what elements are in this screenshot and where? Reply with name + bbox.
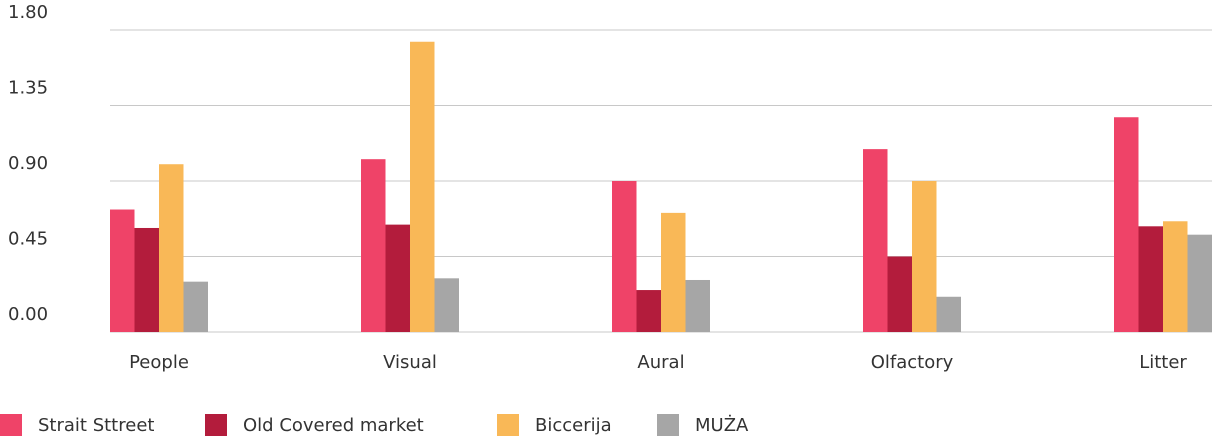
x-tick-label: Visual — [383, 352, 437, 373]
y-tick-label: 1.80 — [8, 2, 48, 23]
bar — [134, 227, 159, 332]
bar — [1163, 221, 1188, 332]
bar — [685, 279, 710, 332]
legend-swatch — [497, 414, 519, 436]
x-tick-label: Aural — [637, 352, 684, 373]
bar — [612, 181, 637, 332]
bar — [1187, 234, 1212, 332]
bar — [1138, 226, 1163, 332]
x-tick-label: Olfactory — [871, 352, 954, 373]
y-tick-label: 0.90 — [8, 153, 48, 174]
bar — [434, 278, 459, 332]
x-tick-label: Litter — [1139, 352, 1187, 373]
legend-label: Biccerija — [535, 415, 612, 436]
legend-label: MUŻA — [695, 415, 749, 436]
bar — [183, 281, 208, 332]
bar — [361, 159, 386, 332]
bar — [110, 209, 135, 332]
bar — [385, 224, 410, 332]
bar — [887, 256, 912, 332]
legend-swatch — [205, 414, 227, 436]
bar — [863, 149, 888, 332]
y-tick-label: 1.35 — [8, 78, 48, 99]
y-tick-label: 0.00 — [8, 304, 48, 325]
bar — [159, 164, 184, 332]
bar — [1114, 117, 1139, 332]
legend-swatch — [0, 414, 22, 436]
legend-swatch — [657, 414, 679, 436]
bar — [661, 212, 686, 332]
bar — [936, 296, 961, 332]
bar — [410, 41, 435, 332]
x-tick-label: People — [129, 352, 189, 373]
legend-label: Old Covered market — [243, 415, 424, 436]
bar — [636, 290, 661, 332]
legend-label: Strait Sttreet — [38, 415, 154, 436]
y-tick-label: 0.45 — [8, 229, 48, 250]
bar — [912, 181, 937, 332]
